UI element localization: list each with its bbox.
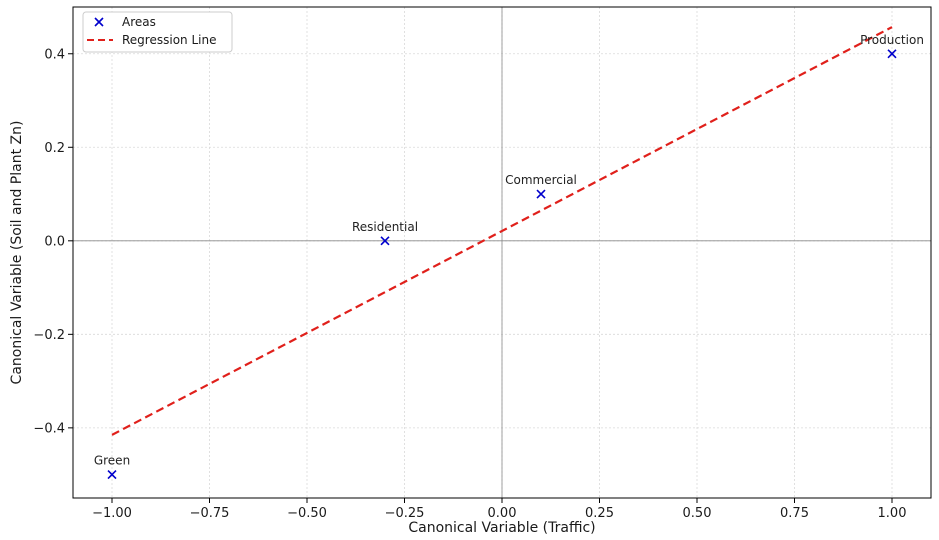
data-point-marker (107, 470, 117, 480)
x-tick-label: −0.50 (287, 506, 327, 521)
y-tick-label: 0.0 (44, 234, 65, 249)
y-axis-label: Canonical Variable (Soil and Plant Zn) (9, 121, 25, 385)
legend-label-regression-line: Regression Line (122, 33, 216, 47)
y-tick-label: 0.4 (44, 47, 65, 62)
regression-line (111, 26, 893, 436)
x-tick-label: −1.00 (92, 506, 132, 521)
x-tick-label: 1.00 (878, 506, 907, 521)
x-tick-label: 0.75 (780, 506, 809, 521)
data-point-label: Production (860, 33, 924, 47)
x-axis-label: Canonical Variable (Traffic) (408, 520, 595, 536)
legend-entry-areas: Areas (94, 15, 156, 29)
data-point-marker (536, 189, 546, 199)
legend-entry-regression-line: Regression Line (87, 33, 216, 47)
data-point-label: Commercial (505, 173, 577, 187)
axis-ticks: −1.00 −0.75 −0.50 −0.25 0.00 0.25 0.50 0.75 1.00… (33, 47, 906, 521)
legend-marker-x-icon (94, 17, 104, 27)
x-tick-label: 0.50 (683, 506, 712, 521)
x-tick-label: 0.00 (488, 506, 517, 521)
x-tick-label: 0.25 (585, 506, 614, 521)
y-tick-label: −0.4 (33, 421, 65, 436)
y-tick-label: −0.2 (33, 328, 65, 343)
data-point-marker (380, 236, 390, 246)
legend-box (82, 11, 233, 53)
x-tick-label: −0.75 (190, 506, 230, 521)
legend-label-areas: Areas (122, 15, 156, 29)
data-point-marker (887, 49, 897, 59)
data-point-label: Green (94, 454, 130, 468)
legend: Areas Regression Line (82, 11, 233, 53)
reference-lines (73, 7, 931, 498)
data-points: Green Residential Commercial Production (94, 33, 924, 480)
regression-line-group (111, 26, 893, 436)
data-point-label: Residential (352, 220, 418, 234)
x-tick-label: −0.25 (385, 506, 425, 521)
y-tick-label: 0.2 (44, 141, 65, 156)
